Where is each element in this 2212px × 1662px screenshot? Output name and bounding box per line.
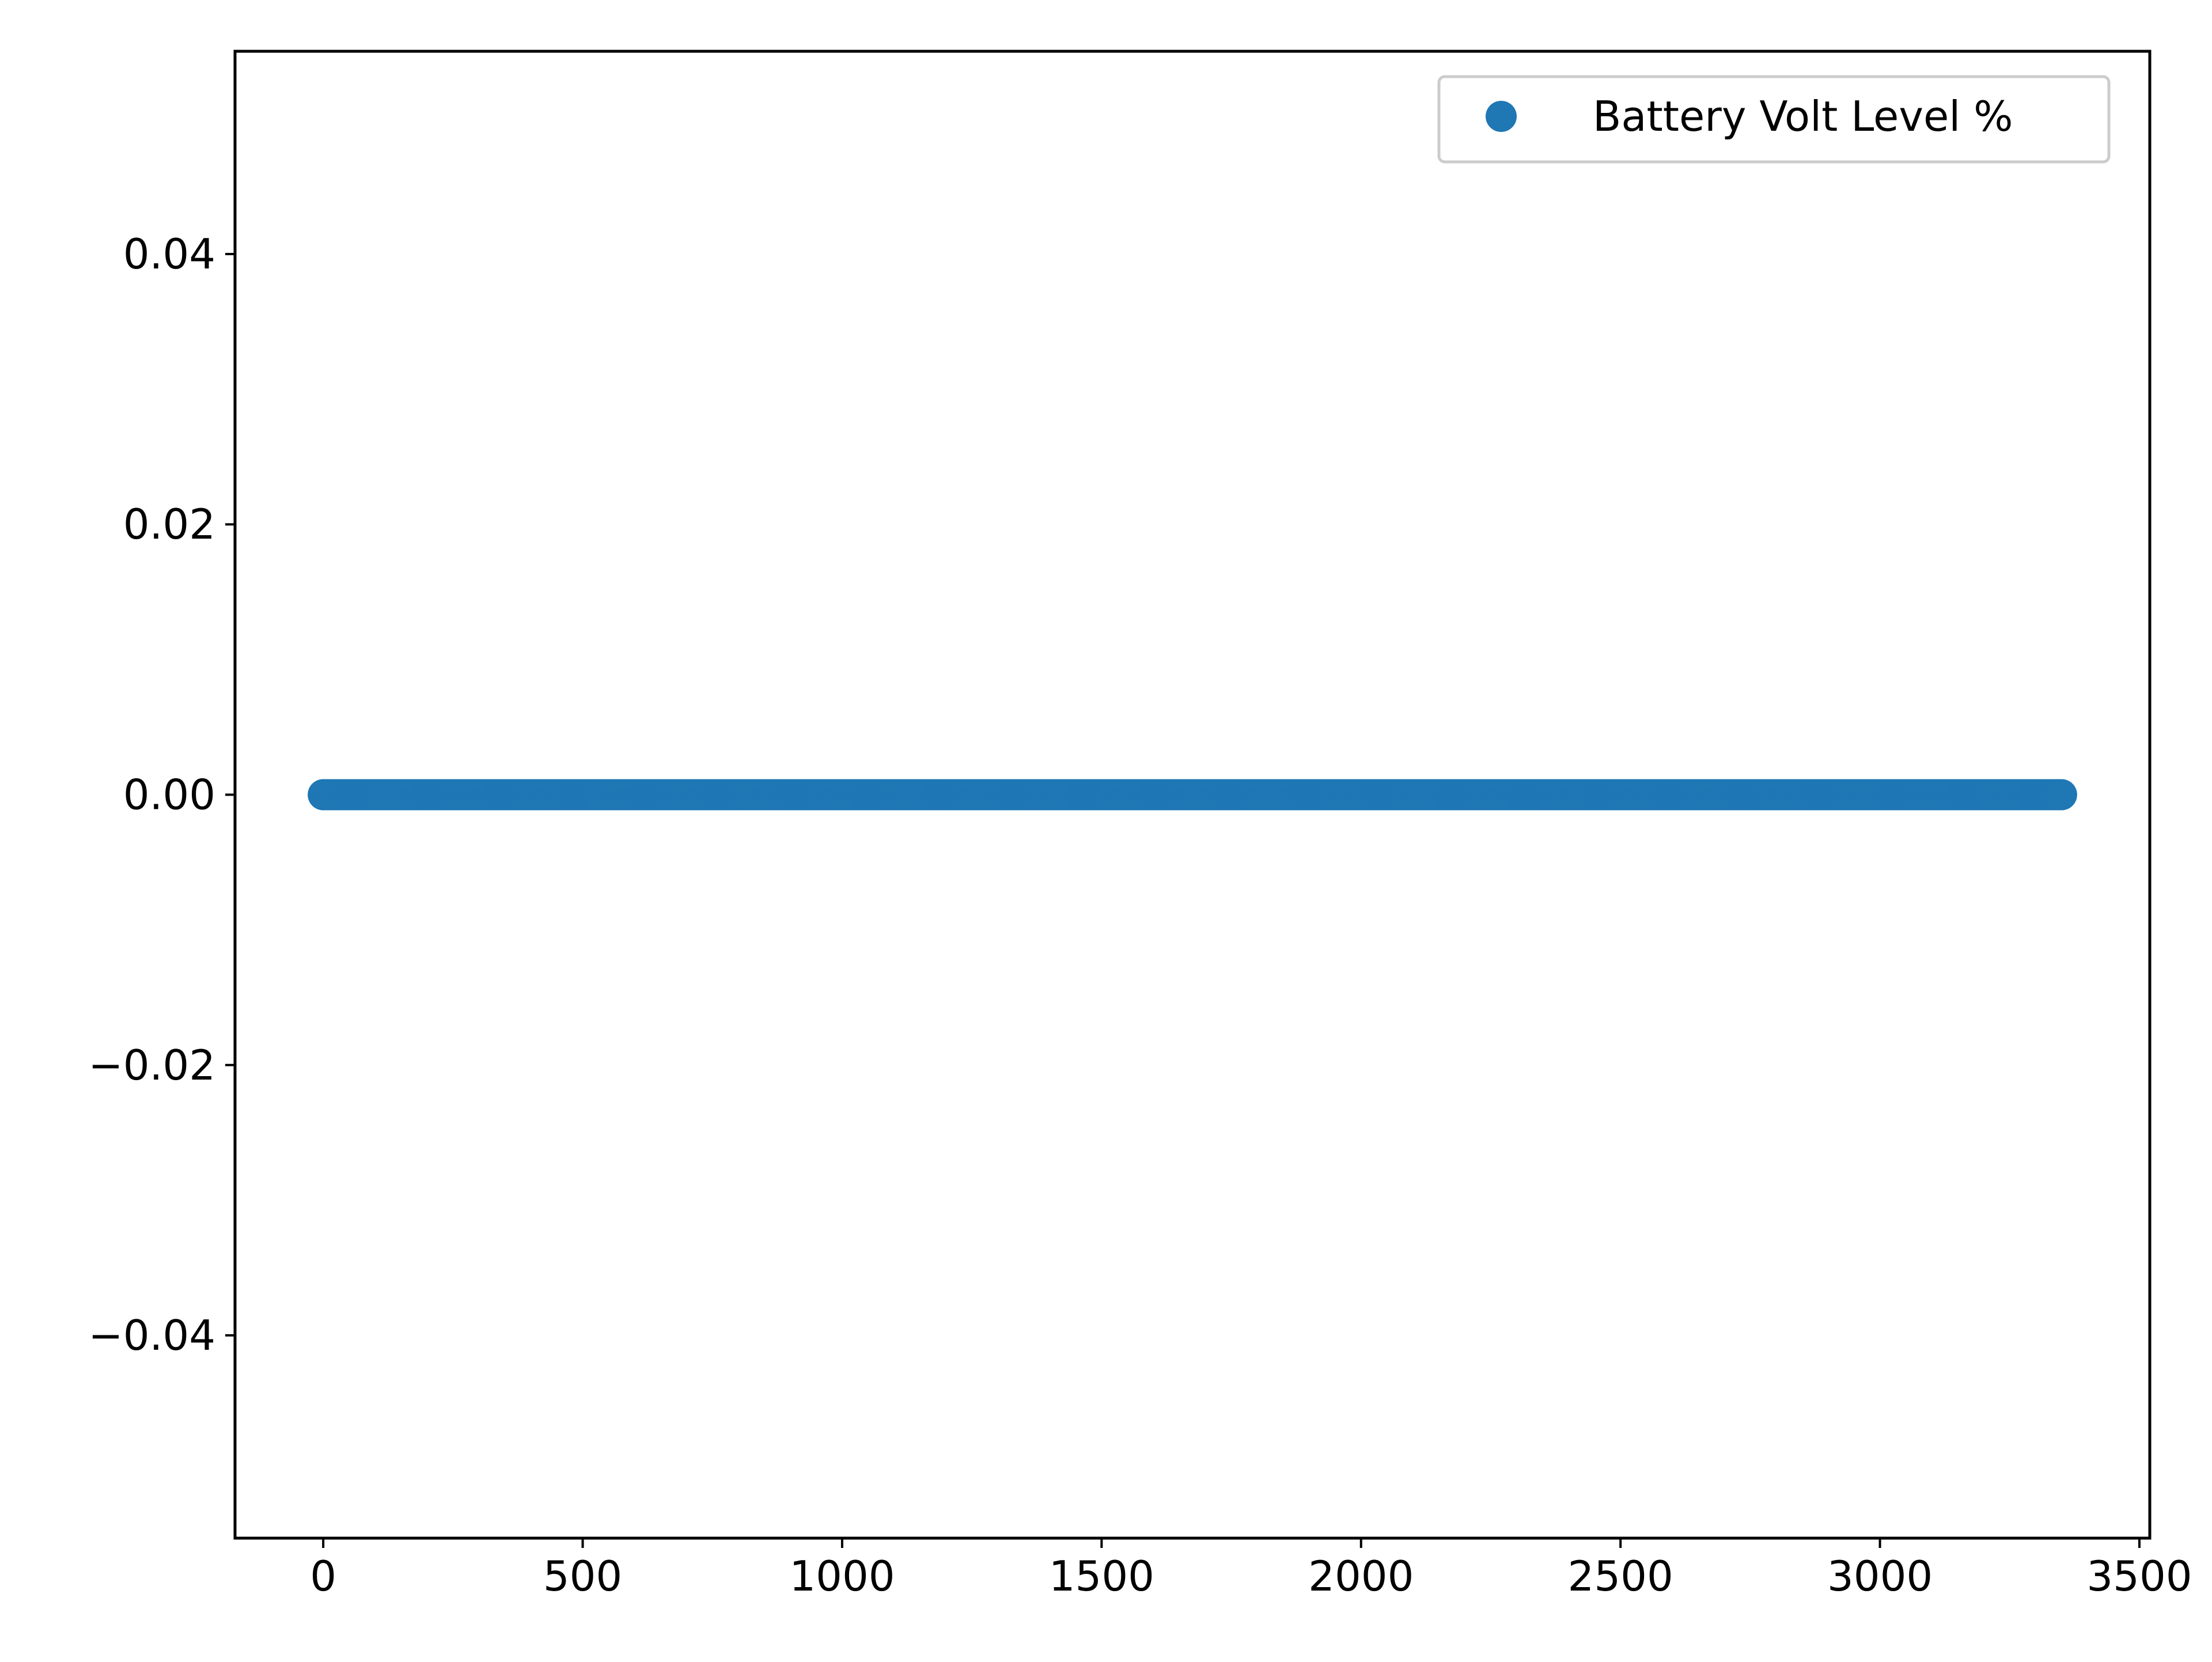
x-tick-label: 2500 <box>1568 1552 1673 1600</box>
x-tick-label: 0 <box>310 1552 336 1600</box>
legend-marker-battery-volt-level <box>1486 101 1517 132</box>
legend-label-battery-volt-level: Battery Volt Level % <box>1593 92 2013 141</box>
x-tick-label: 1000 <box>789 1552 895 1600</box>
plot-layer <box>308 779 2077 811</box>
y-tick-label: −0.02 <box>88 1041 215 1089</box>
x-tick-label: 3500 <box>2086 1552 2192 1600</box>
x-tick-label: 500 <box>543 1552 622 1600</box>
x-tick-label: 3000 <box>1827 1552 1933 1600</box>
legend: Battery Volt Level % <box>1437 75 2111 164</box>
data-point <box>2046 779 2077 811</box>
y-tick-label: 0.00 <box>123 771 215 819</box>
y-tick-label: 0.04 <box>123 230 215 278</box>
axes-layer: 0 500 1000 1500 2000 2500 3000 3500 −0.04 −0.02 0.… <box>88 50 2192 1600</box>
legend-box <box>1437 75 2111 164</box>
x-tick-label: 2000 <box>1308 1552 1414 1600</box>
x-tick-label: 1500 <box>1049 1552 1154 1600</box>
y-tick-label: −0.04 <box>88 1311 215 1360</box>
y-tick-label: 0.02 <box>123 500 215 548</box>
